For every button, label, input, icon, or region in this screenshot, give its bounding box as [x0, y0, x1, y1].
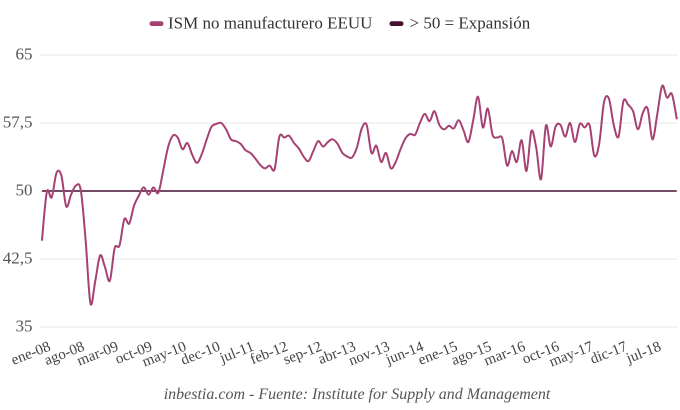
svg-text:> 50 = Expansión: > 50 = Expansión — [410, 13, 531, 32]
svg-text:ISM no manufacturero EEUU: ISM no manufacturero EEUU — [168, 13, 372, 32]
svg-text:42,5: 42,5 — [3, 248, 33, 267]
svg-text:65: 65 — [16, 44, 33, 63]
svg-text:35: 35 — [16, 316, 33, 335]
svg-text:57,5: 57,5 — [3, 112, 33, 131]
svg-text:inbestia.com - Fuente: Institu: inbestia.com - Fuente: Institute for Sup… — [164, 386, 551, 403]
svg-text:50: 50 — [16, 180, 33, 199]
